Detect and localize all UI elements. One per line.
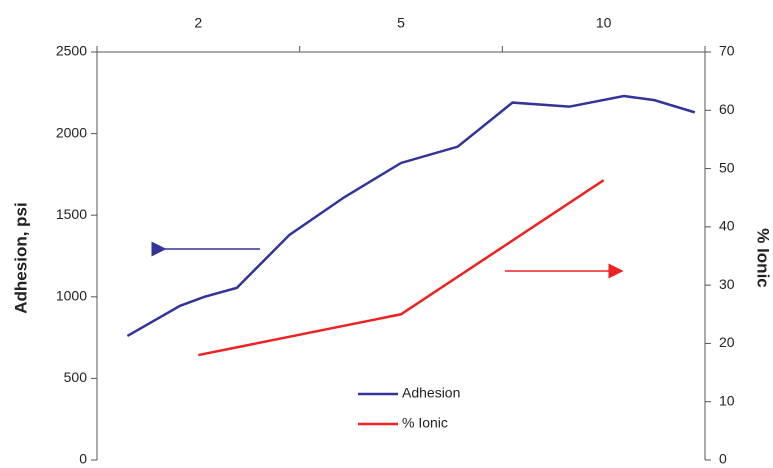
y-tick-label: 0 [79, 451, 87, 467]
y2-tick-label: 60 [719, 101, 735, 117]
y-tick-label: 2000 [56, 124, 87, 140]
legend-label: % Ionic [402, 415, 448, 431]
line [126, 94, 696, 338]
x-tick-label: 2 [194, 15, 202, 31]
x-tick-label: 10 [596, 15, 612, 31]
x-tick-label: 5 [397, 15, 405, 31]
y2-tick-label: 50 [719, 159, 735, 175]
y2-tick-label: 20 [719, 334, 735, 350]
legend-label: Adhesion [402, 385, 460, 401]
y2-tick-label: 30 [719, 276, 735, 292]
line [198, 179, 605, 357]
y2-axis-title: % Ionic [754, 228, 773, 288]
y-tick-label: 500 [64, 369, 88, 385]
y-tick-label: 1000 [56, 288, 87, 304]
y-axis-title: Adhesion, psi [11, 202, 30, 313]
y2-tick-label: 40 [719, 218, 735, 234]
y2-tick-label: 10 [719, 392, 735, 408]
y-tick-label: 1500 [56, 206, 87, 222]
y2-tick-label: 70 [719, 43, 735, 59]
y2-tick-label: 0 [719, 451, 727, 467]
y-tick-label: 2500 [56, 43, 87, 59]
